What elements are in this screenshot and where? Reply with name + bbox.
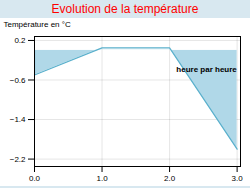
- svg-text:−2.2: −2.2: [10, 155, 26, 164]
- svg-text:0.2: 0.2: [14, 36, 26, 45]
- svg-text:0.0: 0.0: [29, 174, 41, 183]
- svg-text:−0.6: −0.6: [10, 76, 26, 85]
- html-text:Evolution de la température: Evolution de la température: [51, 2, 199, 16]
- svg-text:heure par heure: heure par heure: [176, 65, 237, 74]
- svg-text:Température en °C: Température en °C: [4, 20, 71, 29]
- svg-text:1.0: 1.0: [96, 174, 108, 183]
- svg-text:3.0: 3.0: [232, 174, 244, 183]
- svg-text:−1.4: −1.4: [10, 115, 26, 124]
- svg-text:2.0: 2.0: [164, 174, 176, 183]
